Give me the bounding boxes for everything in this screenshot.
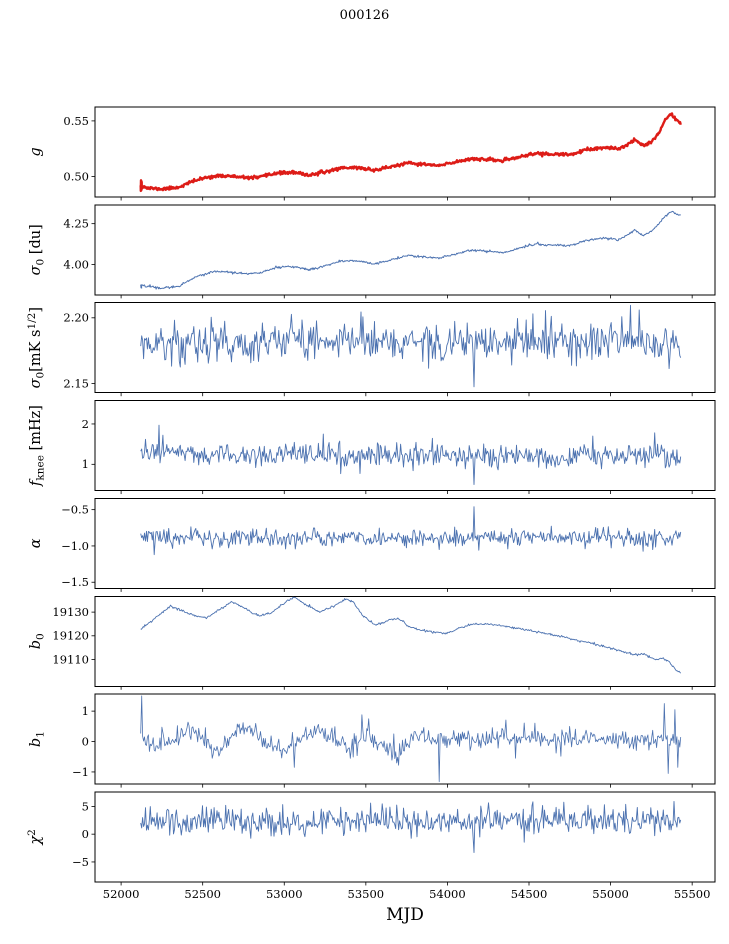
sigma0-du-line <box>140 210 681 290</box>
y-tick-label: 19130 <box>52 605 89 619</box>
y-axis-label: α <box>28 538 44 548</box>
axes-frame <box>94 302 716 394</box>
axes-frame <box>94 693 716 785</box>
y-tick-label: 0 <box>82 827 89 841</box>
x-tick-label: 54000 <box>429 887 466 901</box>
alpha-line <box>140 506 682 556</box>
panel-b0: 19110 19120 19130 b0 <box>28 595 716 690</box>
x-tick-label: 54500 <box>511 887 548 901</box>
panel-g: 0.50 0.55 g <box>28 106 716 201</box>
y-tick-label: 1 <box>82 704 89 718</box>
y-axis-label: σ0[mK s1/2] <box>26 307 47 388</box>
axes-frame <box>94 791 716 883</box>
y-tick-label: −5 <box>72 855 89 869</box>
axes-frame <box>94 595 716 687</box>
y-tick-label: 4.00 <box>63 257 89 271</box>
axes-frame <box>94 497 716 589</box>
panel-chi2: −5 0 5 52000 52500 53000 53500 54000 54500 55000 5… <box>26 791 716 901</box>
panel-f-knee: 1 2 fknee [mHz] <box>28 400 716 495</box>
y-tick-label: −1 <box>72 765 89 779</box>
f-knee-line <box>140 424 682 485</box>
y-tick-label: −1.5 <box>61 575 89 589</box>
y-tick-label: 19110 <box>52 652 89 666</box>
y-axis-label: fknee [mHz] <box>28 405 47 487</box>
x-tick-label: 52500 <box>184 887 221 901</box>
x-tick-label: 53000 <box>266 887 303 901</box>
y-tick-label: 2 <box>82 417 89 431</box>
chi2-line <box>140 800 682 853</box>
y-axis-label: χ2 <box>26 829 44 845</box>
y-axis-label: σ0 [du] <box>28 224 47 275</box>
y-axis-label: g <box>28 147 44 156</box>
y-tick-label: 2.15 <box>63 376 89 390</box>
panel-b1: −1 0 1 b1 <box>28 693 716 788</box>
y-axis-label: b1 <box>28 731 47 747</box>
panel-alpha: −1.5 −1.0 −0.5 α <box>28 497 716 592</box>
sigma0-mks-line <box>140 304 682 388</box>
y-tick-label: 4.25 <box>63 217 89 231</box>
y-axis-label: b0 <box>28 633 47 649</box>
x-tick-label: 55500 <box>674 887 711 901</box>
y-tick-label: 19120 <box>52 629 89 643</box>
y-tick-label: 0.55 <box>63 114 89 128</box>
x-tick-label: 53500 <box>348 887 385 901</box>
y-tick-label: 0.50 <box>63 169 89 183</box>
axes-frame <box>94 400 716 492</box>
figure-title: 000126 <box>339 8 390 23</box>
y-tick-label: −0.5 <box>61 503 89 517</box>
y-tick-label: 2.20 <box>63 311 89 325</box>
b1-line <box>140 695 682 783</box>
axes-frame <box>94 106 716 198</box>
x-tick-label: 52000 <box>103 887 140 901</box>
y-tick-label: 1 <box>82 457 89 471</box>
b0-line <box>140 596 682 674</box>
x-tick-label: 55000 <box>592 887 629 901</box>
y-tick-label: 0 <box>82 734 89 748</box>
y-tick-label: −1.0 <box>61 539 89 553</box>
y-tick-label: 5 <box>82 799 89 813</box>
g-line <box>139 112 682 193</box>
panel-sigma0-du: 4.00 4.25 σ0 [du] <box>28 204 716 299</box>
panel-sigma0-mks: 2.15 2.20 σ0[mK s1/2] <box>26 302 716 397</box>
axes-frame <box>94 204 716 296</box>
x-axis-label: MJD <box>386 905 424 925</box>
